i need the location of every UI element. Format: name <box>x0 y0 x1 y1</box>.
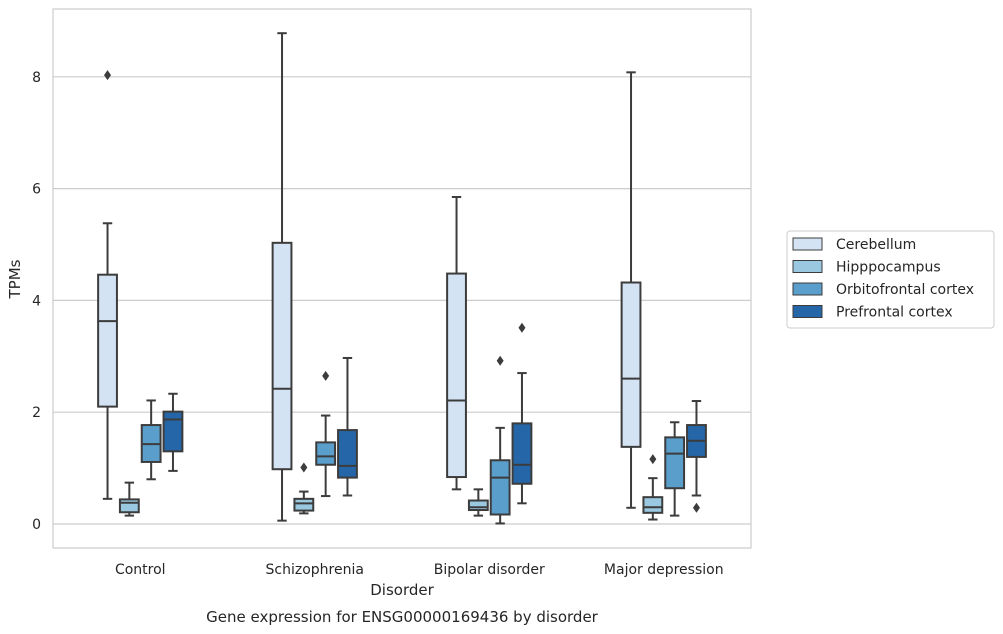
plot-frame <box>52 8 752 549</box>
box-group <box>620 71 707 521</box>
box <box>162 410 184 453</box>
box <box>511 422 533 485</box>
box-group <box>97 70 184 517</box>
y-tick-label: 6 <box>32 182 41 198</box>
outlier-point <box>322 370 330 381</box>
outlier-point <box>104 70 112 81</box>
x-axis: Control Schizophrenia Bipolar disorder Majo… <box>115 562 724 578</box>
chart-caption: Gene expression for ENSG00000169436 by d… <box>206 608 599 626</box>
y-tick-label: 0 <box>32 517 41 533</box>
y-tick-label: 2 <box>32 405 41 421</box>
box <box>97 273 118 408</box>
box <box>664 436 686 490</box>
legend-label: Orbitofrontal cortex <box>836 282 974 298</box>
legend-label: Hipppocampus <box>836 260 941 276</box>
legend-swatch <box>792 305 823 318</box>
legend-label: Cerebellum <box>836 237 916 253</box>
legend-swatch <box>792 282 823 296</box>
y-tick-label: 4 <box>32 293 41 309</box>
outlier-point <box>692 502 700 513</box>
x-tick-label: Control <box>115 562 166 578</box>
outlier-point <box>518 322 526 333</box>
outlier-point <box>649 454 657 465</box>
legend-swatch <box>792 237 823 251</box>
box-group <box>271 32 358 522</box>
box <box>271 241 293 471</box>
outlier-point <box>496 355 504 366</box>
box <box>293 497 315 512</box>
legend-swatch <box>792 260 823 273</box>
legend: Cerebellum Hipppocampus Orbitofrontal cort… <box>786 230 995 329</box>
box <box>642 496 664 514</box>
x-tick-label: Major depression <box>604 562 724 578</box>
x-tick-label: Schizophrenia <box>266 562 364 578</box>
box <box>315 441 337 466</box>
outlier-point <box>300 462 308 473</box>
box <box>337 429 358 479</box>
y-tick-label: 8 <box>32 70 41 86</box>
box-group <box>446 195 533 525</box>
x-tick-label: Bipolar disorder <box>434 562 545 578</box>
box-groups <box>97 32 707 525</box>
y-axis-label: TPMs <box>6 259 24 299</box>
legend-frame <box>786 230 995 329</box>
legend-label: Prefrontal cortex <box>836 305 953 321</box>
y-axis: 0 2 4 6 8 <box>32 70 41 533</box>
box <box>446 272 467 479</box>
box <box>620 281 642 448</box>
box <box>489 459 511 516</box>
box <box>118 498 140 514</box>
x-axis-label: Disorder <box>370 581 434 599</box>
box <box>467 499 489 512</box>
